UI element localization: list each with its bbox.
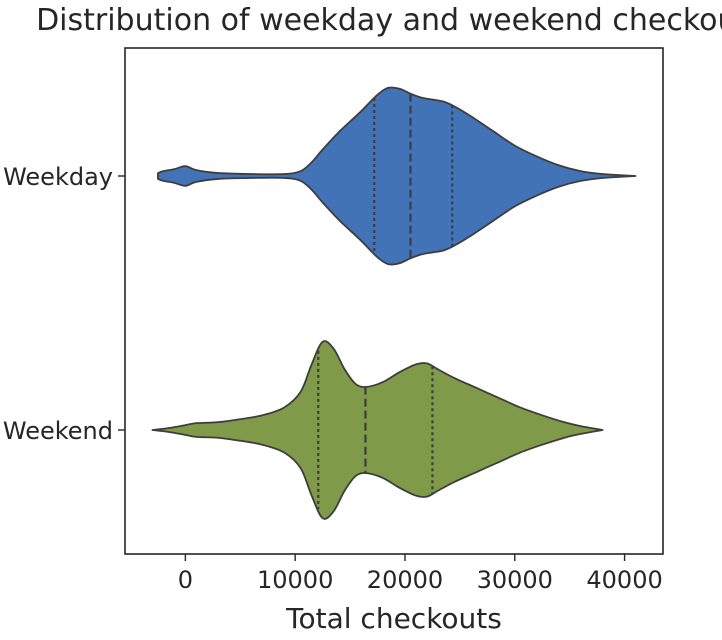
x-tick-label: 20000 (367, 566, 443, 594)
violin-weekday (157, 86, 637, 266)
x-tick-label: 10000 (257, 566, 333, 594)
x-tick-label: 30000 (477, 566, 553, 594)
x-axis-label: Total checkouts (285, 602, 502, 635)
x-tick-label: 0 (178, 566, 193, 594)
y-axis-ticks: Weekday Weekend (3, 163, 125, 445)
x-tick-label: 40000 (586, 566, 662, 594)
y-tick-label-weekday: Weekday (3, 163, 113, 191)
violin-weekend (151, 340, 604, 520)
violin-layer (151, 86, 637, 520)
x-axis-ticks: 0 10000 20000 30000 40000 (178, 554, 663, 594)
y-tick-label-weekend: Weekend (3, 417, 113, 445)
chart-title: Distribution of weekday and weekend chec… (36, 3, 722, 38)
plot-frame (124, 47, 664, 555)
